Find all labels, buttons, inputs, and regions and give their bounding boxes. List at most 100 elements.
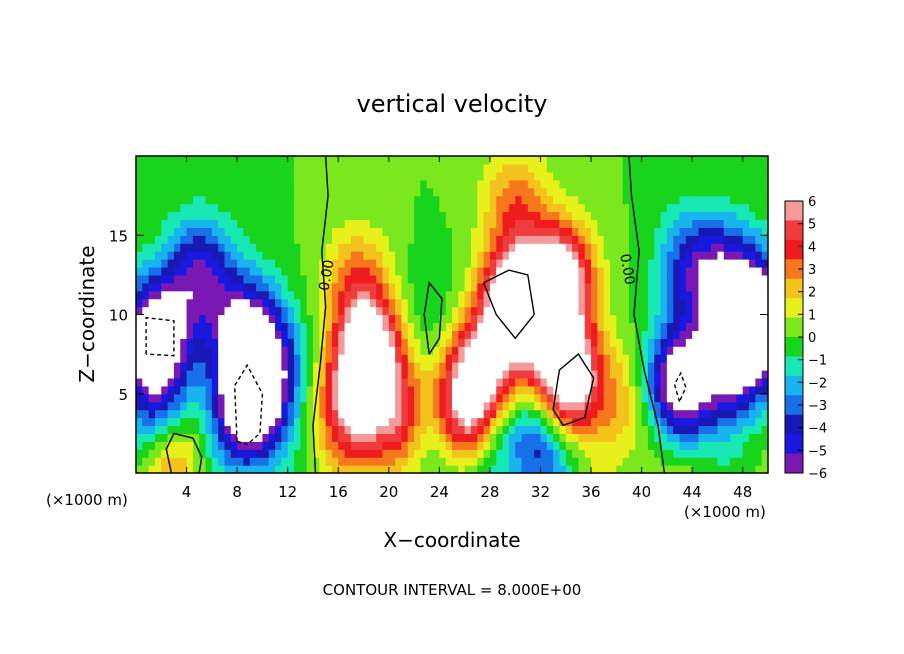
field-cell (685, 195, 693, 205)
field-cell (679, 417, 687, 427)
field-cell (496, 385, 504, 395)
field-cell (312, 369, 320, 379)
field-cell (464, 346, 472, 355)
field-cell (717, 203, 725, 213)
field-cell (180, 290, 188, 300)
field-cell (344, 195, 352, 205)
field-cell (218, 401, 226, 411)
field-cell (483, 163, 491, 173)
field-cell (610, 441, 617, 450)
field-cell (736, 298, 744, 308)
field-cell (199, 235, 207, 244)
field-cell (736, 346, 744, 355)
field-cell (243, 156, 251, 165)
field-cell (173, 465, 181, 473)
field-cell (142, 362, 150, 371)
field-cell (597, 346, 605, 355)
field-cell (401, 266, 409, 276)
field-cell (186, 441, 194, 450)
field-cell (534, 306, 542, 316)
field-cell (192, 156, 200, 165)
field-cell (515, 203, 523, 213)
field-cell (698, 290, 706, 300)
field-cell (382, 282, 390, 292)
field-cell (515, 338, 523, 347)
field-cell (692, 385, 700, 395)
field-cell (610, 401, 617, 411)
field-cell (300, 282, 308, 292)
field-cell (192, 322, 200, 331)
field-cell (584, 274, 592, 284)
field-cell (388, 338, 396, 347)
field-cell (142, 417, 150, 427)
field-cell (749, 235, 756, 244)
field-cell (401, 179, 409, 189)
field-cell (445, 338, 453, 347)
field-cell (641, 235, 649, 244)
field-cell (211, 354, 219, 363)
field-cell (281, 282, 289, 292)
field-cell (407, 179, 415, 189)
field-cell (369, 179, 377, 189)
field-cell (350, 393, 358, 403)
field-cell (420, 211, 428, 221)
field-cell (591, 409, 598, 419)
field-cell (647, 322, 655, 331)
field-cell (224, 409, 232, 419)
field-cell (300, 163, 308, 173)
field-cell (369, 346, 377, 355)
field-cell (761, 282, 768, 292)
field-cell (489, 449, 497, 458)
field-cell (749, 377, 756, 387)
field-cell (230, 211, 238, 221)
field-cell (218, 306, 226, 316)
field-cell (161, 401, 169, 411)
field-cell (755, 433, 763, 442)
field-cell (603, 369, 611, 379)
field-cell (199, 179, 207, 189)
field-cell (237, 338, 245, 347)
colorbar-tick-label: 1 (808, 308, 816, 323)
field-cell (186, 393, 194, 403)
field-cell (591, 314, 598, 324)
field-cell (559, 417, 567, 427)
field-cell (666, 266, 674, 276)
field-cell (647, 274, 655, 284)
field-cell (610, 322, 617, 331)
field-cell (470, 425, 478, 434)
field-cell (521, 377, 529, 387)
field-cell (477, 346, 485, 355)
field-cell (521, 425, 529, 434)
field-cell (445, 171, 453, 181)
field-cell (534, 338, 542, 347)
field-cell (312, 417, 320, 427)
field-cell (401, 195, 409, 205)
field-cell (749, 338, 756, 347)
field-cell (268, 163, 276, 173)
field-cell (673, 441, 681, 450)
field-cell (363, 354, 371, 363)
field-cell (711, 251, 719, 260)
field-cell (388, 195, 396, 205)
field-cell (730, 219, 737, 228)
field-cell (477, 409, 485, 419)
field-cell (559, 266, 567, 276)
field-cell (603, 211, 611, 221)
field-cell (521, 417, 529, 427)
field-cell (401, 298, 409, 308)
field-cell (420, 306, 428, 316)
field-cell (319, 401, 327, 411)
field-cell (540, 179, 548, 189)
field-cell (704, 306, 712, 316)
field-cell (426, 243, 434, 252)
field-cell (382, 362, 390, 371)
field-cell (154, 195, 162, 205)
field-cell (628, 322, 636, 331)
field-cell (698, 266, 706, 276)
field-cell (325, 219, 333, 228)
field-cell (540, 441, 548, 450)
field-cell (572, 243, 579, 252)
field-cell (249, 465, 257, 473)
field-cell (717, 227, 725, 236)
field-cell (452, 465, 459, 473)
